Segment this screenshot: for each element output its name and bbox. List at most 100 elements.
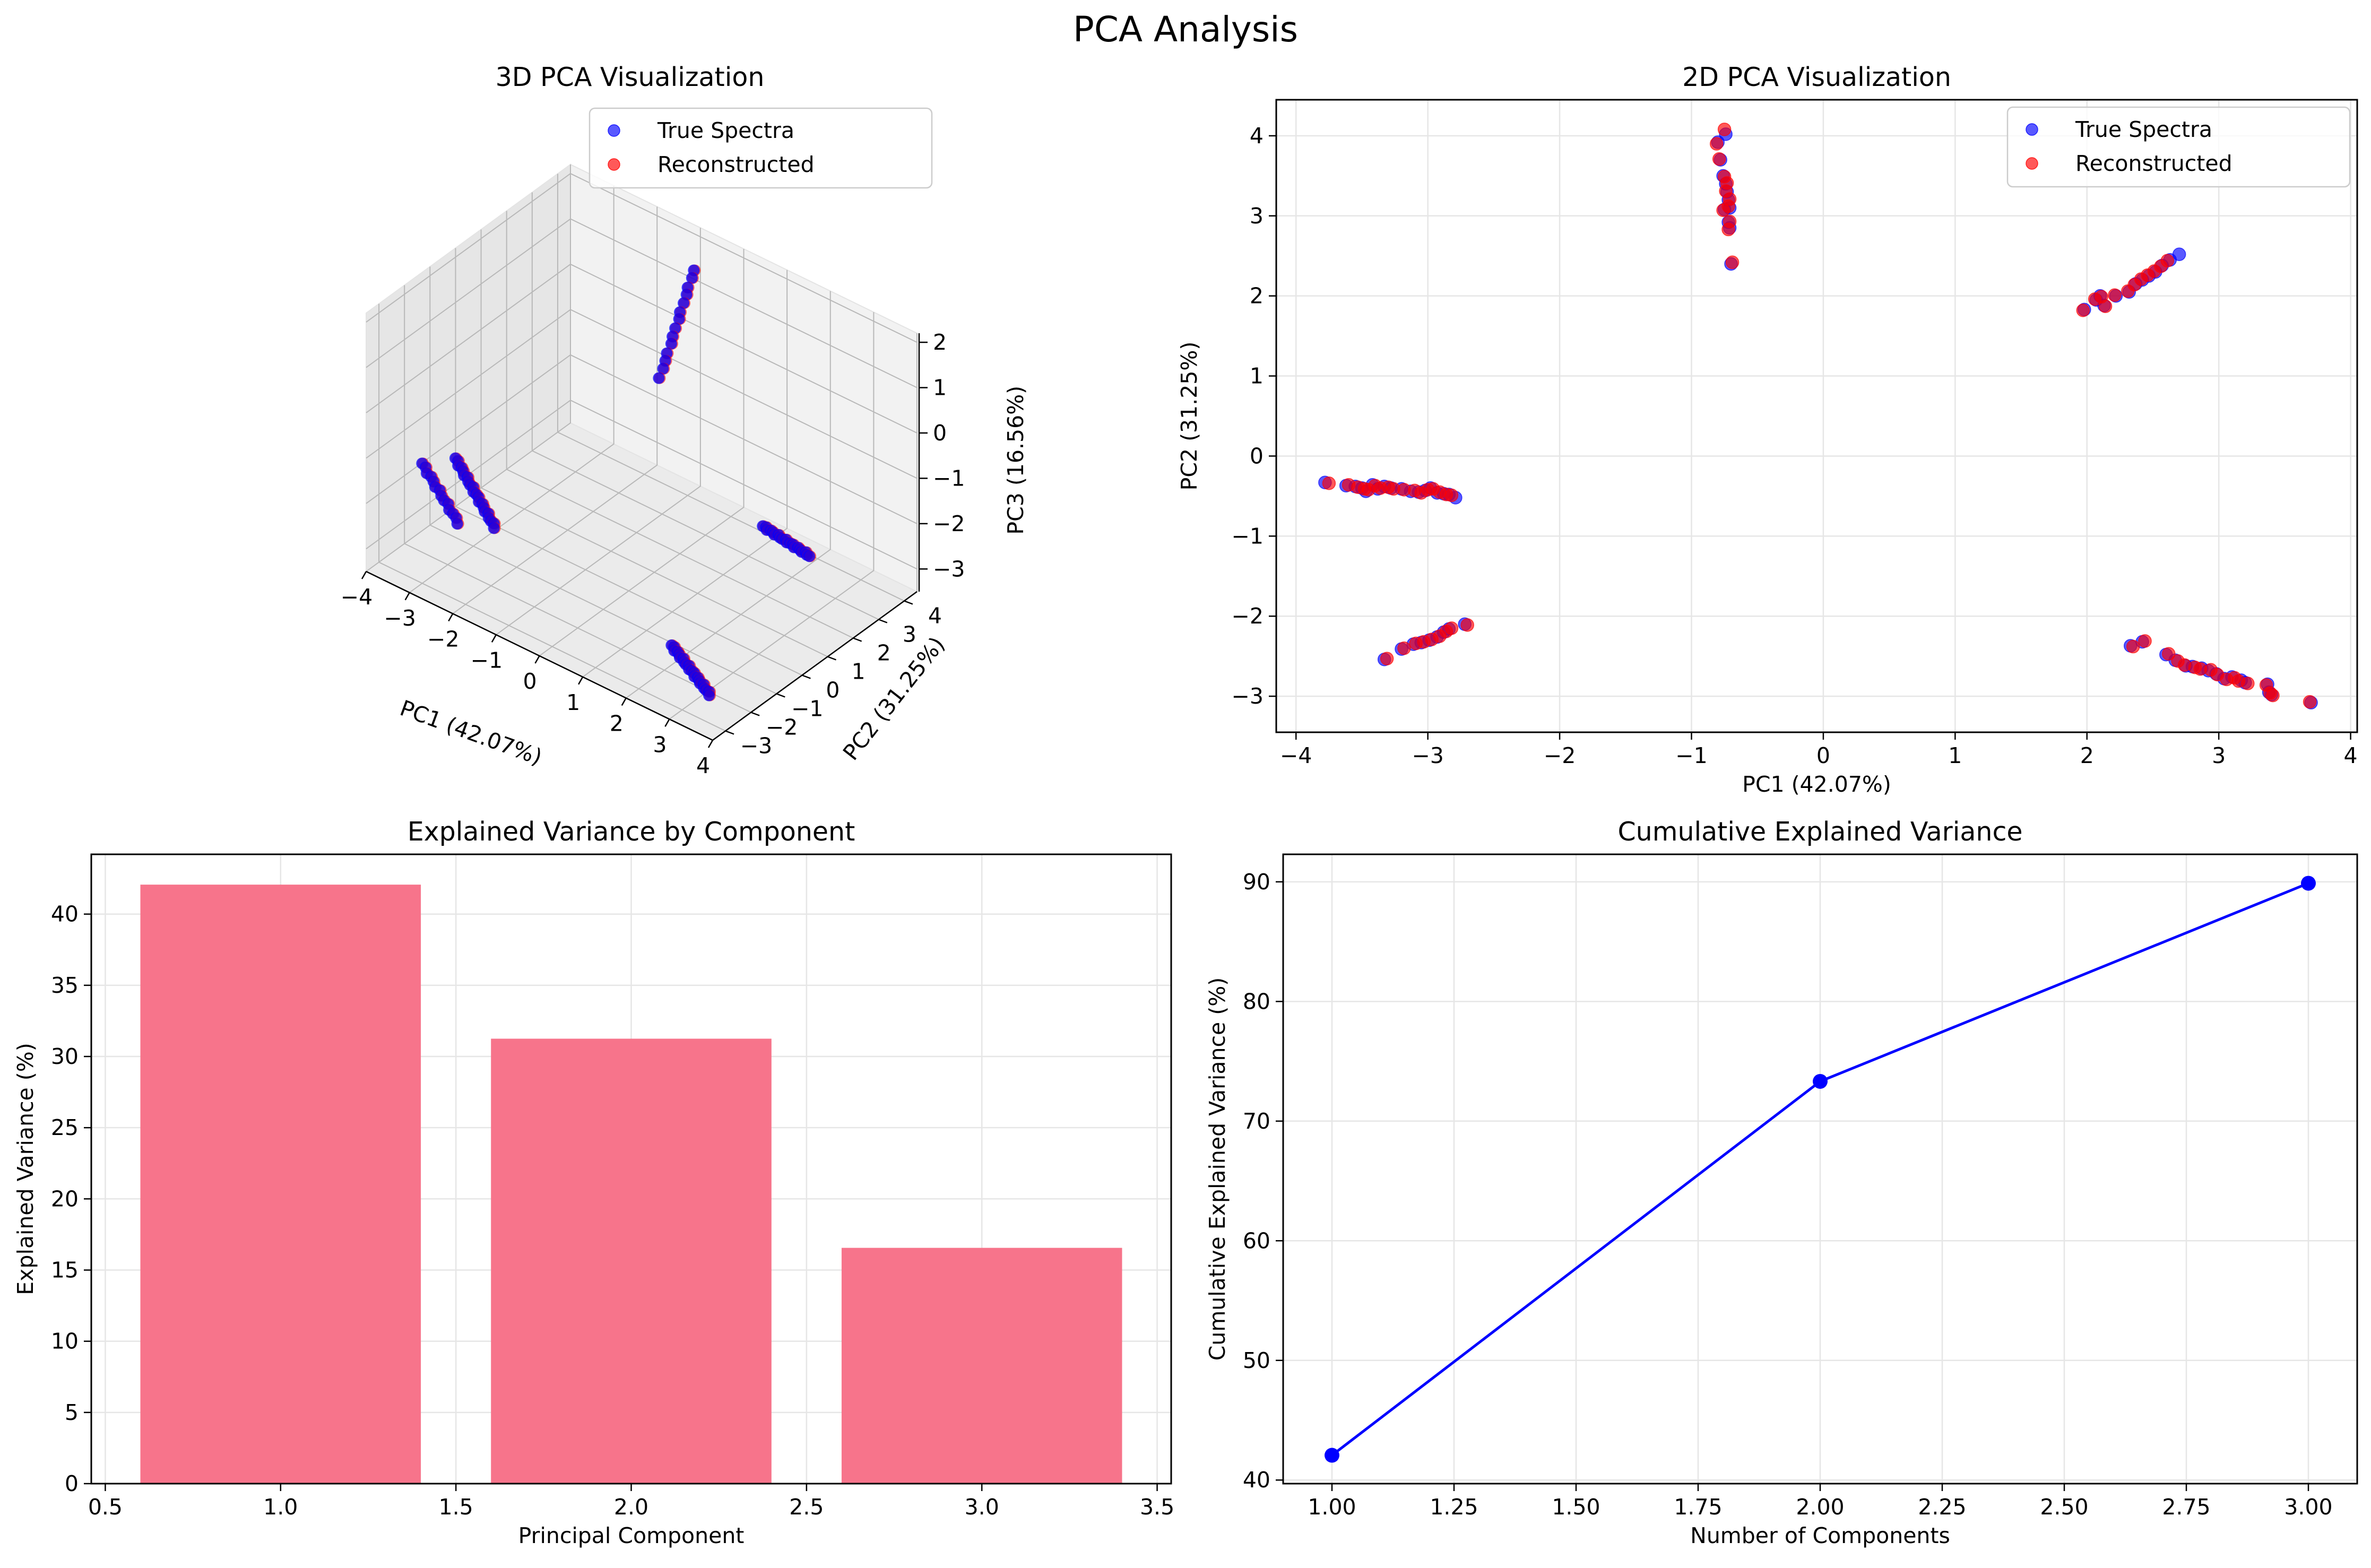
legend-marker-true-spectra [2026,123,2038,136]
scatter-point-reconstructed [2160,254,2175,268]
scatter-point-3d-true-spectra [653,372,665,384]
y-tick-mark-3d [827,656,837,661]
grid-line-3d-y [531,192,879,620]
scatter-point-reconstructed [1721,222,1735,237]
z-tick-label-3d: 1 [933,375,947,401]
x-tick-mark-3d [534,655,540,664]
x-tick-label-3d: 4 [696,753,710,778]
y-tick-mark-3d [853,637,862,642]
cumulative-variance-marker [1813,1073,1828,1089]
y-tick-label-3d: 0 [826,678,840,703]
grid-line-3d-z [366,172,918,343]
grid-line-3d-z [366,309,918,479]
x-tick-label: 2.00 [1796,1494,1844,1520]
y-tick-label: 35 [51,973,79,998]
scatter-point-reconstructed [1717,123,1732,136]
y-tick-label: 15 [51,1258,79,1283]
scatter-point-reconstructed [2098,299,2113,314]
x-tick-label: 3 [2212,743,2226,768]
panel-explained-variance-bar-chart: 0.5 1.0 1.5 2.0 2.5 3.0 3.5 0 5 10 15 20 25 30 35 40 Exp… [13,817,1174,1548]
grid-line-3d-y [455,248,802,676]
y-tick-mark-3d [725,730,734,735]
x-tick-mark-3d [404,592,410,601]
y-axis-label: PC2 (31.25%) [1176,342,1202,491]
x-tick-label: −4 [1280,743,1312,768]
x-tick-label: 1.0 [263,1494,298,1520]
y-tick-label: 3 [1250,203,1264,229]
scatter-point-reconstructed [2108,288,2122,302]
axes-title: 2D PCA Visualization [1682,62,1951,92]
x-tick-label: 3.00 [2284,1494,2332,1520]
scatter-point-3d-true-spectra [678,297,690,309]
grid-line-3d-x [669,312,875,720]
x-axis-label: Number of Components [1690,1523,1950,1548]
x-tick-mark-3d [664,718,670,727]
scatter-point-reconstructed [1725,255,1740,270]
legend-label-true-spectra: True Spectra [2075,117,2212,142]
x-tick-label: 4 [2344,743,2358,768]
x-tick-label-3d: 0 [523,669,536,694]
x-axis-label-3d: PC1 (42.07%) [396,695,545,770]
x-tick-label-3d: 1 [566,690,580,715]
bar-pc1 [140,885,421,1484]
y-tick-label: 0 [1250,443,1264,469]
grid-line-3d-z [366,218,918,388]
x-tick-label-3d: −4 [341,584,373,610]
scatter-point-reconstructed [1716,203,1730,217]
y-tick-label: 5 [65,1400,79,1425]
legend-label-reconstructed: Reconstructed [657,152,815,177]
y-tick-label: 10 [51,1329,79,1354]
x-tick-label: 3.0 [965,1494,999,1520]
legend-marker-reconstructed [608,158,620,171]
z-tick-label-3d: 2 [933,330,947,355]
grid-line-3d-y [506,211,854,639]
scatter-point-reconstructed [2162,647,2176,661]
y-tick-label: 40 [1243,1467,1270,1493]
grid-line-3d-x [496,228,701,636]
scatter-point-reconstructed [1444,488,1459,503]
z-tick-label-3d: 0 [933,420,947,446]
x-tick-label: 1 [1948,743,1962,768]
y-axis-label: Explained Variance (%) [13,1043,38,1295]
y-axis-label: Cumulative Explained Variance (%) [1205,977,1230,1361]
scatter-point-reconstructed [2138,634,2152,648]
legend-label-reconstructed: Reconstructed [2075,151,2232,176]
scatter-point-reconstructed [2241,677,2255,690]
z-tick-label-3d: −2 [933,511,965,536]
y-tick-mark-3d [750,712,760,716]
y-tick-label: 80 [1243,989,1270,1014]
scatter-point-reconstructed [1460,618,1474,632]
x-tick-label: 2.50 [2040,1494,2088,1520]
x-tick-label: 0.5 [88,1494,123,1520]
y-tick-mark-3d [878,619,888,623]
panel-2d-pca-visualization: −4 −3 −2 −1 0 1 2 3 4 −3 −2 −1 0 1 2 3 4 2D PCA Visualiza… [1176,62,2358,797]
x-tick-mark-3d [491,634,497,643]
y-tick-label: 4 [1250,123,1264,149]
y-tick-label-3d: 1 [852,659,866,685]
y-tick-label: −3 [1232,683,1264,709]
cumulative-variance-marker [2301,876,2316,891]
grid-line-3d-y [429,266,777,695]
scatter-point-3d-true-spectra [451,518,463,530]
scatter-point-reconstructed [1380,652,1394,665]
x-tick-label: 0 [1816,743,1830,768]
axes-title: Cumulative Explained Variance [1617,817,2022,847]
y-tick-label: 0 [65,1471,79,1496]
legend-box [589,107,933,189]
x-tick-label: 2.75 [2162,1494,2210,1520]
grid-line-3d-z [366,400,918,570]
x-tick-label: 2.5 [789,1494,824,1520]
x-axis-label: Principal Component [518,1523,745,1548]
cumulative-variance-marker [1325,1448,1339,1463]
x-tick-mark-3d [707,740,714,748]
x-tick-label: 1.5 [439,1494,473,1520]
scatter-point-reconstructed [2303,695,2317,709]
grid-line-3d-x [409,185,615,593]
y-tick-label: 25 [51,1115,79,1140]
axes-frame [1275,99,2358,733]
scatter-point-reconstructed [1397,641,1411,655]
y-axis-label-3d: PC2 (31.25%) [838,632,950,765]
grid-line-3d-y [480,229,828,657]
y-tick-label: 1 [1250,363,1264,389]
grid-line-3d-x [539,249,745,656]
